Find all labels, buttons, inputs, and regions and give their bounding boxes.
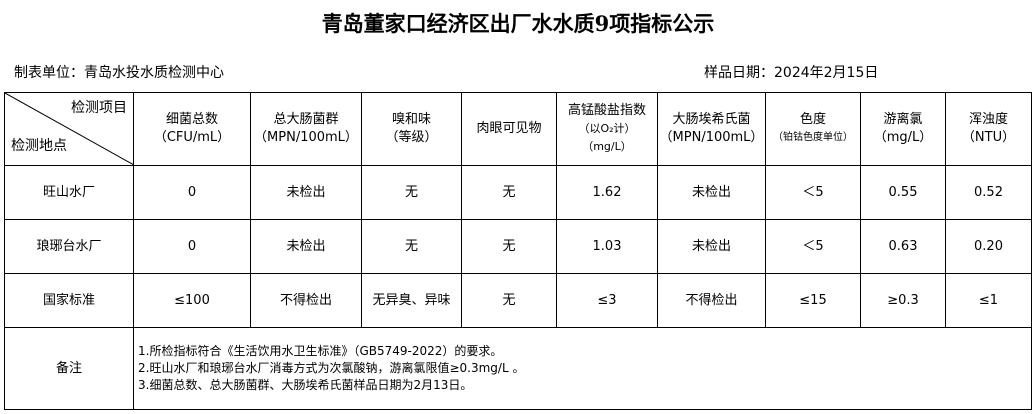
column-header: 游离氯 （mg/L） (860, 92, 946, 166)
notes-content: 1.所检指标符合《生活饮用水卫生标准》（GB5749-2022）的要求。 2.旺… (133, 327, 1032, 410)
column-header: 肉眼可见物 (461, 92, 557, 166)
column-header-line: 嗅和味 (391, 112, 431, 127)
column-header-line: 游离氯 (883, 112, 923, 127)
note-line: 1.所检指标符合《生活饮用水卫生标准》（GB5749-2022）的要求。 (138, 344, 503, 358)
water-quality-table: 检测项目 检测地点 细菌总数 （CFU/mL） 总大肠菌群 （MPN/100mL） 嗅和… (4, 92, 1032, 410)
note-line: 2.旺山水厂和琅琊台水厂消毒方式为次氯酸钠，游离氯限值≥0.3mg/L 。 (138, 361, 525, 375)
value-cell: 无 (461, 165, 557, 220)
site-label: 检测地点 (11, 138, 67, 154)
value-cell: 未检出 (250, 219, 362, 274)
column-header-line: （铂钴色度单位） (773, 132, 853, 143)
column-header-line: （MPN/100mL） (254, 130, 358, 145)
table-row: 旺山水厂 0 未检出无无 1.62 未检出 ＜5 0.55 0.52 (4, 165, 1032, 220)
column-header-line: 色度 (799, 112, 826, 127)
value-cell: 无 (461, 273, 557, 328)
item-label: 检测项目 (71, 100, 127, 116)
value-cell: ＜5 (765, 165, 861, 220)
value-cell: 无 (361, 165, 462, 220)
value-cell: 无 (361, 219, 462, 274)
column-header: 嗅和味 （等级） (361, 92, 462, 166)
value-cell: ≤3 (556, 273, 658, 328)
column-header-line: （以O₂计） (578, 122, 636, 135)
column-header-line: 浑浊度 (968, 112, 1008, 127)
header-corner: 检测项目 检测地点 (4, 92, 134, 166)
value-cell: ≤15 (765, 273, 861, 328)
value-cell: 0.55 (860, 165, 946, 220)
column-header-line: （NTU） (961, 130, 1016, 145)
value-cell: 不得检出 (250, 273, 362, 328)
value-cell: ≤1 (945, 273, 1032, 328)
value-cell: 0.63 (860, 219, 946, 274)
site-cell: 旺山水厂 (4, 165, 134, 220)
column-header-line: 大肠埃希氏菌 (672, 112, 751, 127)
column-header: 浑浊度 （NTU） (945, 92, 1032, 166)
column-header: 总大肠菌群 （MPN/100mL） (250, 92, 362, 166)
site-cell: 琅琊台水厂 (4, 219, 134, 274)
site-cell: 国家标准 (4, 273, 134, 328)
column-header-line: 细菌总数 (165, 112, 218, 127)
column-header: 高锰酸盐指数 （以O₂计） （mg/L） (556, 92, 658, 166)
value-cell: 未检出 (657, 165, 766, 220)
issuing-unit: 制表单位：青岛水投水质检测中心 (14, 65, 224, 81)
value-cell: ≤100 (133, 273, 251, 328)
column-header-line: （MPN/100mL） (659, 130, 764, 145)
value-cell: 0 (133, 219, 251, 274)
notes-label: 备注 (4, 327, 134, 410)
value-cell: 0 (133, 165, 251, 220)
value-cell: 无异臭、异味 (361, 273, 462, 328)
value-cell: 未检出 (657, 219, 766, 274)
value-cell: 0.20 (945, 219, 1032, 274)
value-cell: ＜5 (765, 219, 861, 274)
column-header-line: （mg/L） (582, 140, 632, 153)
diagonal-divider (5, 93, 134, 165)
value-cell: 1.62 (556, 165, 658, 220)
sample-date: 样品日期：2024年2月15日 (704, 65, 879, 81)
column-header-line: （CFU/mL） (153, 130, 231, 145)
value-cell: 1.03 (556, 219, 658, 274)
column-header-line: 总大肠菌群 (273, 112, 339, 127)
column-header: 色度 （铂钴色度单位） (765, 92, 861, 166)
column-header-line: 肉眼可见物 (476, 121, 542, 136)
column-header-line: 高锰酸盐指数 (567, 103, 646, 118)
table-row: 琅琊台水厂 0 未检出无无 1.03 未检出 ＜5 0.63 0.20 (4, 219, 1032, 274)
column-header-line: （mg/L） (873, 130, 933, 145)
value-cell: 无 (461, 219, 557, 274)
value-cell: 不得检出 (657, 273, 766, 328)
value-cell: 0.52 (945, 165, 1032, 220)
value-cell: 未检出 (250, 165, 362, 220)
column-header: 细菌总数 （CFU/mL） (133, 92, 251, 166)
table-row: 国家标准 ≤100 不得检出 无异臭、异味无 ≤3 不得检出 ≤15 ≥0.3 ≤1 (4, 273, 1032, 328)
value-cell: ≥0.3 (860, 273, 946, 328)
page-title: 青岛董家口经济区出厂水水质9项指标公示 (321, 11, 715, 36)
column-header-line: （等级） (385, 130, 438, 145)
note-line: 3.细菌总数、总大肠菌群、大肠埃希氏菌样品日期为2月13日。 (138, 378, 473, 392)
column-header: 大肠埃希氏菌 （MPN/100mL） (657, 92, 766, 166)
